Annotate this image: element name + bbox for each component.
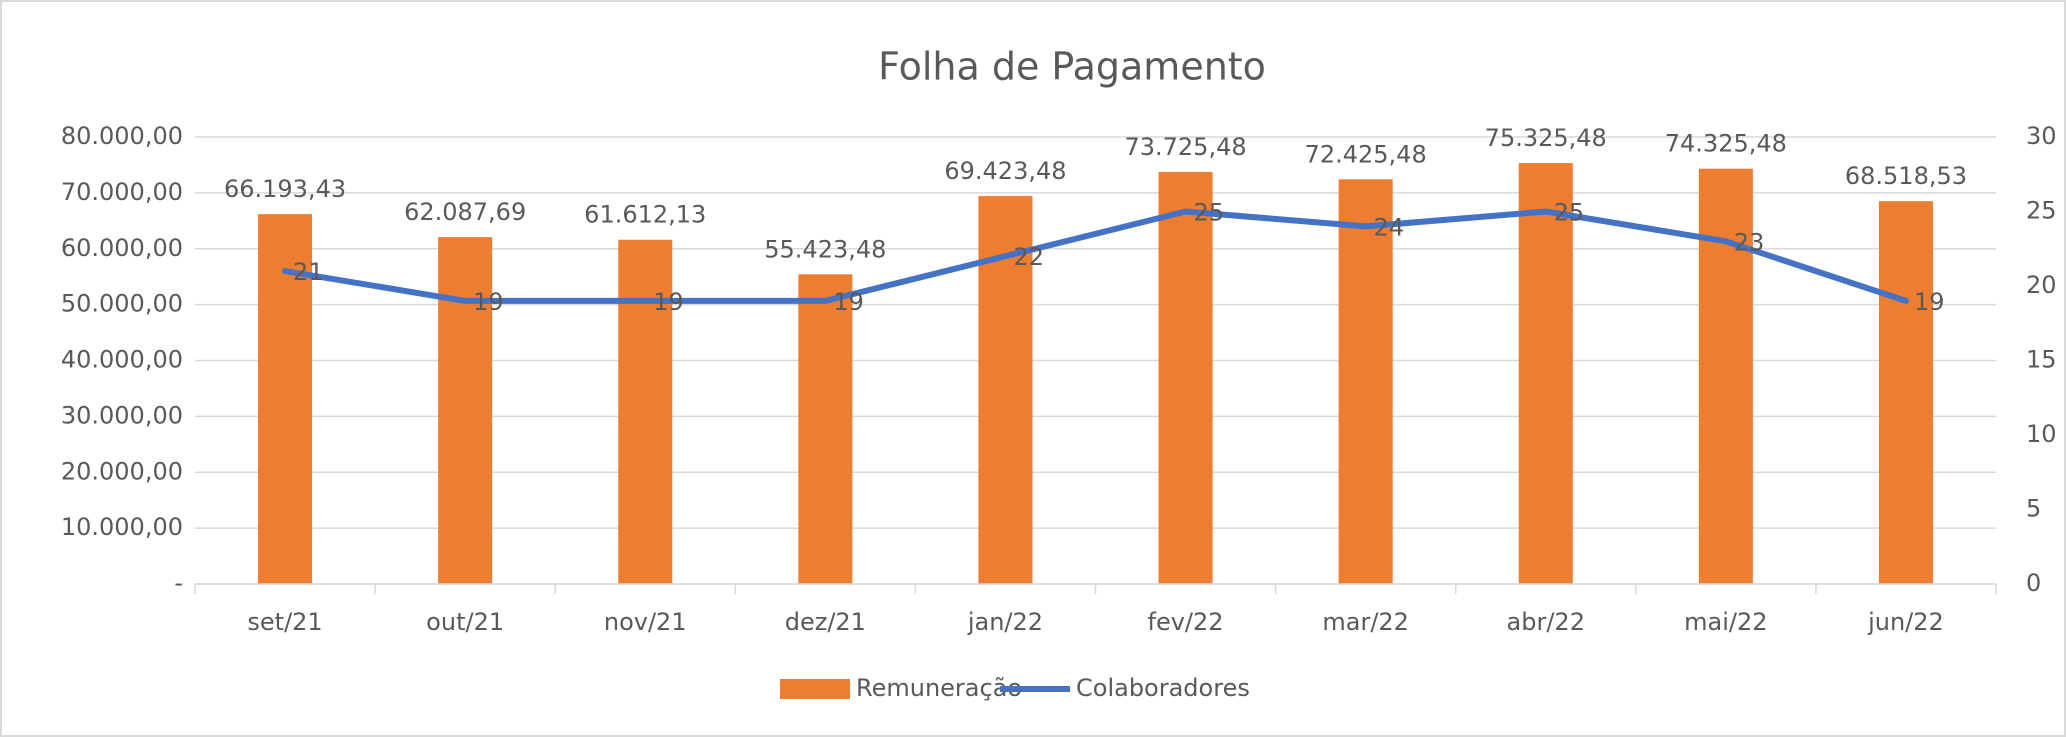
- y2-tick-label: 0: [2026, 569, 2041, 597]
- x-tick-label: set/21: [247, 608, 322, 636]
- x-tick-label: jun/22: [1867, 608, 1944, 636]
- bar: [1338, 179, 1393, 584]
- data-label: 61.612,13: [584, 201, 706, 229]
- legend-label: Remuneração: [856, 674, 1022, 702]
- data-label: 19: [653, 288, 684, 316]
- legend-swatch: [780, 679, 850, 699]
- data-label: 66.193,43: [224, 175, 346, 203]
- data-label: 23: [1734, 228, 1765, 256]
- data-label: 72.425,48: [1305, 140, 1427, 168]
- x-tick-label: jan/22: [967, 608, 1043, 636]
- y2-tick-label: 20: [2026, 271, 2057, 299]
- data-label: 73.725,48: [1124, 133, 1246, 161]
- x-tick-label: out/21: [426, 608, 504, 636]
- x-tick-label: nov/21: [604, 608, 687, 636]
- x-tick-label: mai/22: [1684, 608, 1767, 636]
- y-tick-label: 40.000,00: [61, 346, 183, 374]
- y2-tick-label: 15: [2026, 346, 2057, 374]
- x-tick-label: fev/22: [1148, 608, 1224, 636]
- data-label: 22: [1013, 243, 1044, 271]
- data-label: 74.325,48: [1665, 130, 1787, 158]
- bar: [798, 274, 853, 584]
- data-label: 19: [1914, 288, 1945, 316]
- data-label: 68.518,53: [1845, 162, 1967, 190]
- bar: [618, 239, 673, 584]
- bar: [1518, 163, 1573, 584]
- y2-tick-label: 5: [2026, 495, 2041, 523]
- y-tick-label: 70.000,00: [61, 178, 183, 206]
- y-tick-label: 60.000,00: [61, 234, 183, 262]
- data-label: 62.087,69: [404, 198, 526, 226]
- data-label: 19: [833, 288, 864, 316]
- data-label: 69.423,48: [944, 157, 1066, 185]
- y2-tick-label: 25: [2026, 197, 2057, 225]
- y-tick-label: 10.000,00: [61, 513, 183, 541]
- y-tick-label: 50.000,00: [61, 290, 183, 318]
- data-label: 25: [1554, 199, 1585, 227]
- chart-title: Folha de Pagamento: [878, 45, 1266, 89]
- data-label: 19: [473, 288, 504, 316]
- x-tick-label: mar/22: [1322, 608, 1409, 636]
- data-label: 75.325,48: [1485, 124, 1607, 152]
- y-tick-label: 30.000,00: [61, 401, 183, 429]
- x-tick-label: abr/22: [1507, 608, 1585, 636]
- y-tick-label: -: [174, 569, 183, 597]
- data-label: 24: [1374, 213, 1405, 241]
- y2-tick-label: 10: [2026, 420, 2057, 448]
- data-label: 25: [1194, 199, 1225, 227]
- line: [282, 208, 1909, 304]
- y2-tick-label: 30: [2026, 122, 2057, 150]
- data-label: 55.423,48: [764, 235, 886, 263]
- y-tick-label: 80.000,00: [61, 122, 183, 150]
- x-tick-label: dez/21: [785, 608, 866, 636]
- y-tick-label: 20.000,00: [61, 457, 183, 485]
- bar: [1158, 172, 1213, 584]
- legend-label: Colaboradores: [1076, 674, 1250, 702]
- data-label: 21: [293, 258, 324, 286]
- bar: [1878, 201, 1933, 584]
